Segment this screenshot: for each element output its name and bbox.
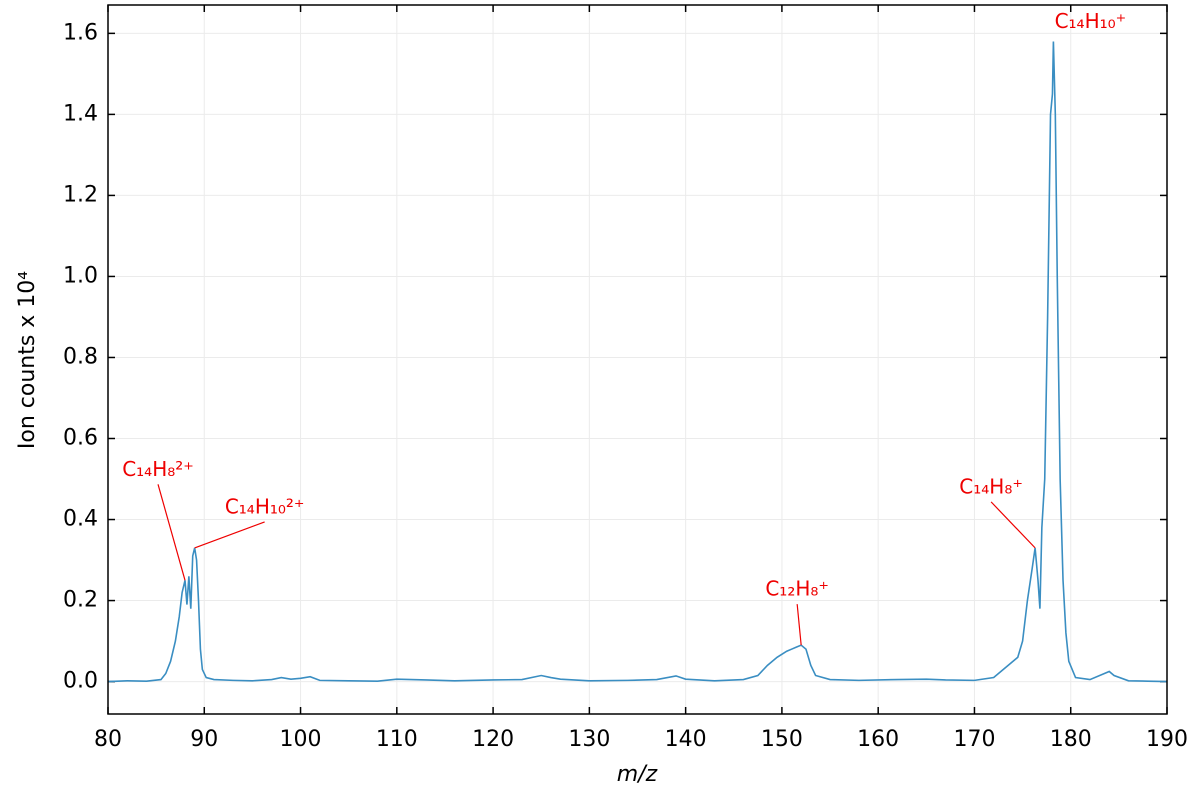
y-tick-label: 1.0: [63, 263, 98, 288]
annotation-line: [796, 604, 802, 646]
x-tick-label: 80: [94, 727, 122, 752]
y-tick-label: 1.6: [63, 20, 98, 45]
x-tick-label: 160: [857, 727, 899, 752]
y-tick-label: 0.2: [63, 588, 98, 613]
x-tick-label: 90: [190, 727, 218, 752]
annotation-line: [990, 501, 1036, 549]
y-tick-label: 1.2: [63, 182, 98, 207]
y-tick-label: 0.6: [63, 426, 98, 451]
annotation-label: C₁₄H₁₀⁺: [1055, 9, 1127, 33]
x-tick-label: 190: [1146, 727, 1188, 752]
x-tick-label: 100: [280, 727, 322, 752]
y-tick-label: 0.8: [63, 344, 98, 369]
y-axis-label: Ion counts x 10⁴: [15, 271, 40, 449]
x-axis-label: m/z: [617, 762, 658, 787]
annotation-line: [194, 521, 265, 549]
data-line: [107, 41, 1168, 683]
y-tick-label: 1.4: [63, 101, 98, 126]
x-tick-label: 180: [1050, 727, 1092, 752]
annotation-label: C₁₂H₈⁺: [765, 577, 829, 601]
annotation-label: C₁₄H₈⁺: [959, 474, 1023, 498]
x-tick-label: 140: [665, 727, 707, 752]
x-tick-label: 150: [761, 727, 803, 752]
annotation-line: [157, 484, 186, 581]
annotation-label: C₁₄H₁₀²⁺: [225, 494, 305, 518]
annotation-label: C₁₄H₈²⁺: [122, 457, 194, 481]
x-tick-label: 170: [953, 727, 995, 752]
x-tick-label: 130: [568, 727, 610, 752]
x-tick-label: 120: [472, 727, 514, 752]
y-tick-label: 0.0: [63, 669, 98, 694]
x-tick-label: 110: [376, 727, 418, 752]
y-tick-label: 0.4: [63, 507, 98, 532]
plot-frame: [107, 4, 1168, 715]
